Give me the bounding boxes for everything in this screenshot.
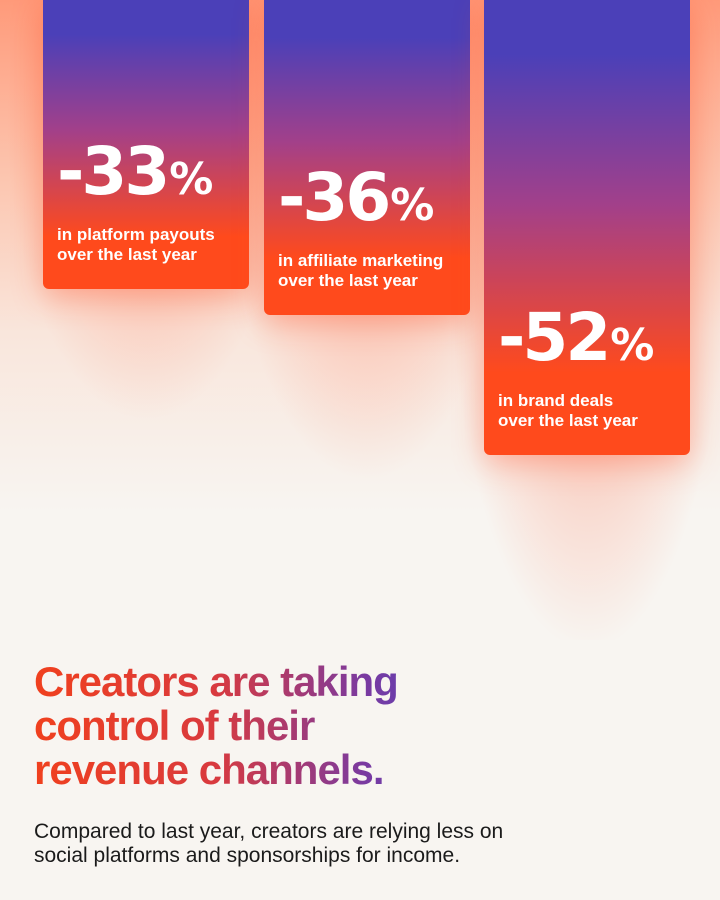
percent-sign: % xyxy=(169,153,214,205)
bar-caption: in platform payouts over the last year xyxy=(57,224,215,264)
bar-value-number: -36 xyxy=(278,159,391,236)
bar-2: -36% in affiliate marketing over the last… xyxy=(264,0,470,315)
bar-chart: -33% in platform payouts over the last ye… xyxy=(43,0,690,455)
bar-3: -52% in brand deals over the last year xyxy=(484,0,690,455)
bar-caption: in affiliate marketing over the last yea… xyxy=(278,251,444,290)
percent-sign: % xyxy=(610,320,655,371)
bar-value-label: -33% xyxy=(57,138,243,205)
bar-caption: in brand deals over the last year xyxy=(498,391,638,430)
bar-value-label: -36% xyxy=(278,165,464,231)
subtext: Compared to last year, creators are rely… xyxy=(34,820,504,867)
headline: Creators are taking control of their rev… xyxy=(34,660,634,792)
bar-value-label: -52% xyxy=(498,305,684,371)
bar-value-number: -52 xyxy=(498,299,611,376)
bar-value-number: -33 xyxy=(57,132,170,210)
percent-sign: % xyxy=(390,180,435,231)
bar-1: -33% in platform payouts over the last ye… xyxy=(43,0,249,289)
